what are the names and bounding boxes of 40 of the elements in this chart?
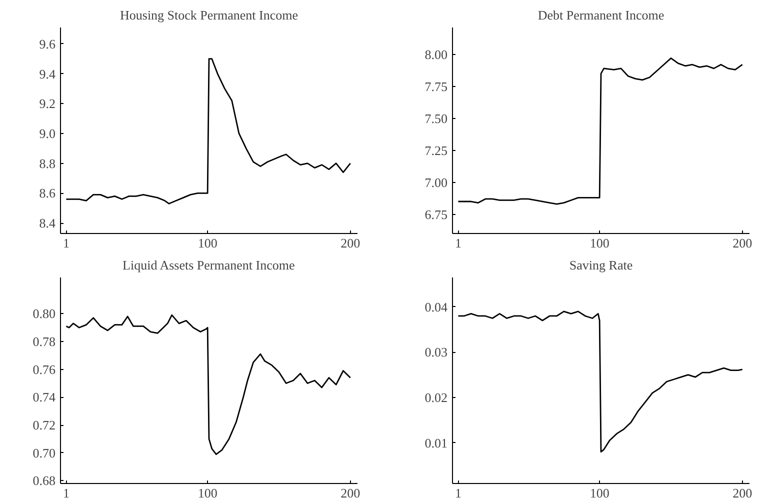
x-tick-label: 100	[590, 236, 610, 250]
y-tick-label: 0.68	[32, 473, 56, 488]
x-tick-label: 200	[340, 486, 360, 500]
x-tick-label: 1	[62, 236, 70, 250]
y-tick-label: 0.04	[424, 299, 448, 314]
chart-title: Housing Stock Permanent Income	[120, 8, 298, 22]
x-tick-label: 100	[198, 486, 218, 500]
y-tick-label: 0.76	[32, 362, 56, 377]
y-tick-label: 9.2	[39, 96, 56, 112]
y-tick-label: 0.70	[32, 445, 56, 460]
y-tick-label: 9.0	[39, 126, 56, 141]
y-tick-label: 0.78	[32, 334, 56, 350]
y-tick-label: 7.25	[424, 142, 448, 158]
y-tick-label: 0.72	[32, 418, 56, 433]
chart-title: Debt Permanent Income	[538, 8, 664, 22]
x-tick-label: 1	[62, 486, 70, 500]
x-tick-label: 200	[732, 236, 752, 250]
chart-title: Liquid Assets Permanent Income	[122, 258, 295, 272]
y-tick-label: 7.00	[424, 174, 448, 190]
x-tick-label: 1	[454, 486, 462, 500]
chart-title: Saving Rate	[569, 258, 633, 272]
y-tick-label: 7.50	[424, 110, 448, 126]
y-tick-label: 8.00	[424, 46, 448, 62]
y-tick-label: 0.02	[424, 390, 448, 405]
y-tick-label: 9.6	[39, 36, 56, 52]
x-tick-label: 200	[732, 486, 752, 500]
y-tick-label: 9.4	[39, 66, 56, 82]
x-tick-label: 200	[340, 236, 360, 250]
y-tick-label: 0.03	[424, 344, 448, 360]
y-tick-label: 0.80	[32, 306, 56, 322]
x-tick-label: 100	[590, 486, 610, 500]
y-tick-label: 7.75	[424, 78, 448, 94]
x-tick-label: 1	[454, 236, 462, 250]
x-tick-label: 100	[198, 236, 218, 250]
y-tick-label: 8.4	[39, 216, 56, 231]
y-tick-label: 8.6	[39, 186, 56, 201]
y-tick-label: 0.74	[32, 390, 56, 405]
y-tick-label: 8.8	[39, 156, 56, 171]
y-tick-label: 0.01	[424, 435, 448, 450]
y-tick-label: 6.75	[424, 206, 448, 222]
